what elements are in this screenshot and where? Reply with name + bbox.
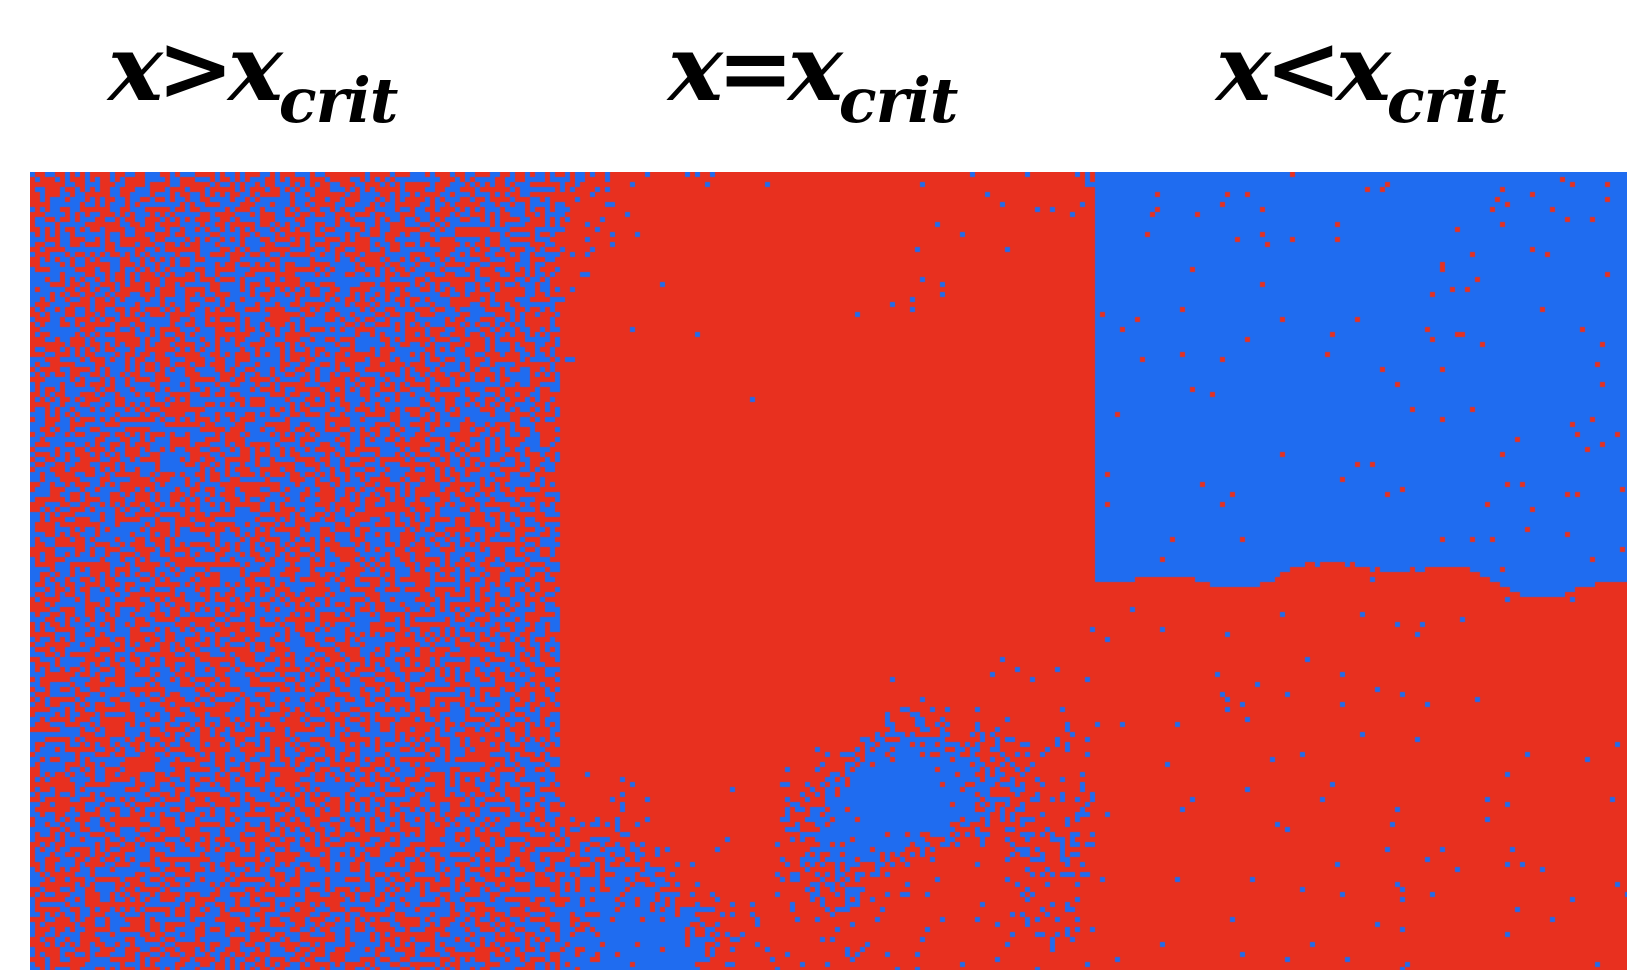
- label-subscript: crit: [1386, 64, 1507, 137]
- label-x-greater-than-xcrit: x>xcrit: [108, 14, 398, 132]
- label-var: x: [108, 14, 163, 122]
- label-var2: x: [1335, 14, 1391, 122]
- label-var: x: [668, 14, 723, 122]
- label-var2: x: [787, 14, 843, 122]
- label-subscript: crit: [838, 64, 959, 137]
- lattice-simulation-panels: [30, 172, 1627, 970]
- panel-labels: x>xcrit x=xcrit x<xcrit: [0, 0, 1632, 160]
- label-x-less-than-xcrit: x<xcrit: [1216, 14, 1506, 132]
- label-var2: x: [227, 14, 283, 122]
- label-operator: =: [716, 14, 794, 122]
- label-subscript: crit: [278, 64, 399, 137]
- label-x-equals-xcrit: x=xcrit: [668, 14, 958, 132]
- label-operator: >: [156, 14, 234, 122]
- label-var: x: [1216, 14, 1271, 122]
- label-operator: <: [1264, 14, 1342, 122]
